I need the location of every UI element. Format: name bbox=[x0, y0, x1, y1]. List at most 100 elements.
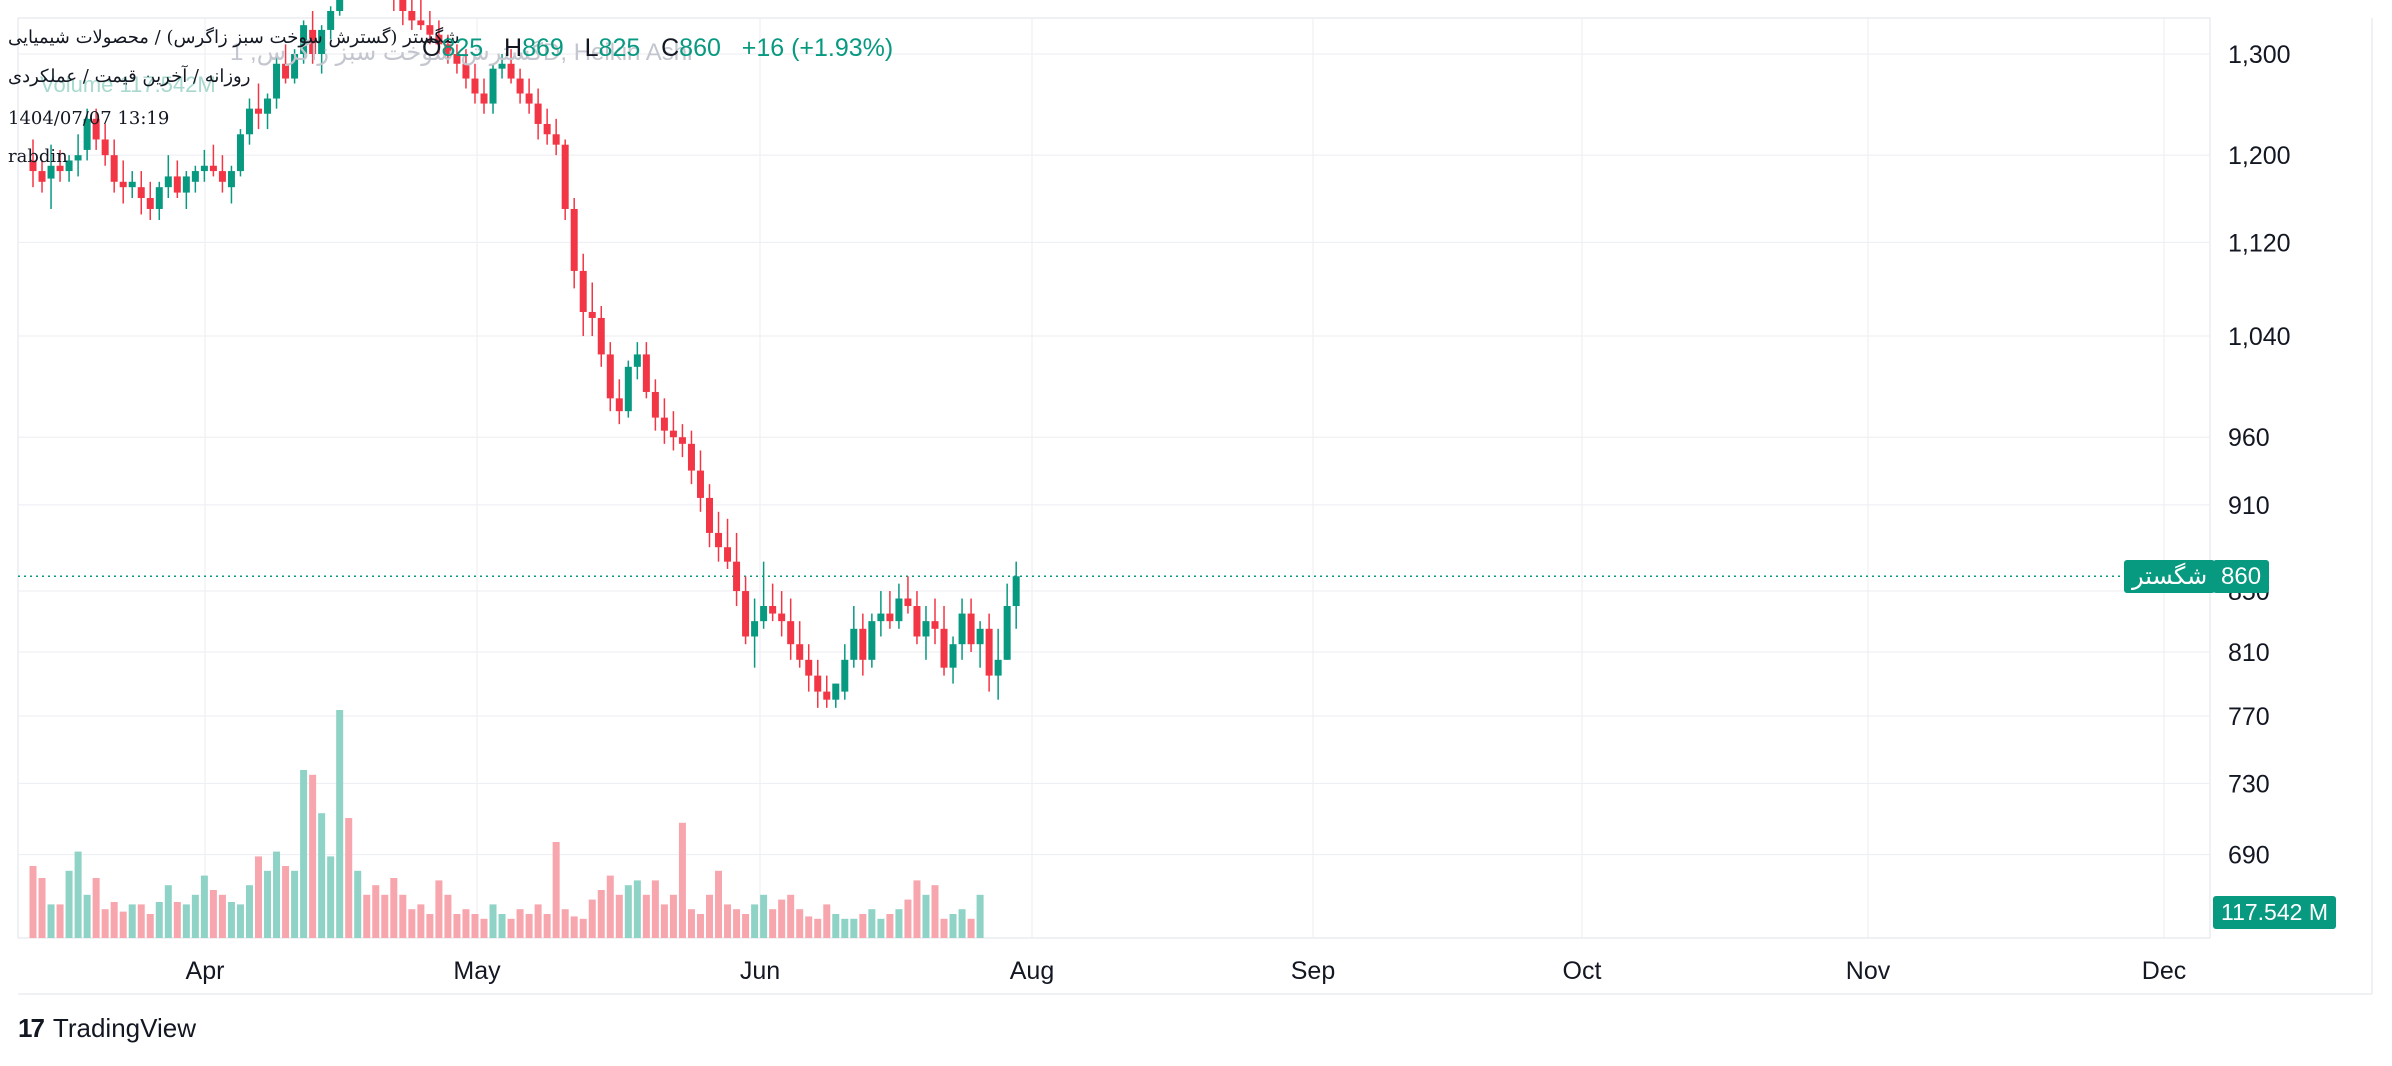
volume-bar bbox=[724, 904, 732, 938]
volume-bar bbox=[444, 894, 452, 938]
volume-bar bbox=[769, 909, 777, 938]
volume-bar bbox=[534, 904, 542, 938]
y-tick-label: 730 bbox=[2228, 770, 2270, 798]
x-tick-label: Dec bbox=[2142, 957, 2186, 985]
candle-body bbox=[146, 198, 154, 209]
candle-body bbox=[724, 547, 732, 562]
candle-body bbox=[561, 144, 569, 209]
candle-body bbox=[597, 317, 605, 355]
volume-bar bbox=[300, 770, 308, 938]
candle-body bbox=[155, 187, 163, 209]
volume-bar bbox=[83, 894, 91, 938]
volume-bar bbox=[805, 916, 813, 938]
volume-bar bbox=[796, 909, 804, 938]
candle-body bbox=[453, 54, 461, 64]
candle-body bbox=[642, 354, 650, 392]
volume-bar bbox=[164, 885, 172, 938]
candle-body bbox=[336, 0, 344, 11]
candle-body bbox=[832, 683, 840, 700]
tradingview-logo[interactable]: 17 TradingView bbox=[18, 1013, 196, 1044]
volume-bar bbox=[264, 870, 272, 938]
candle-body bbox=[606, 354, 614, 399]
candle-body bbox=[904, 598, 912, 607]
candle-body bbox=[236, 134, 244, 172]
volume-bar bbox=[868, 909, 876, 938]
candle-body bbox=[751, 621, 759, 637]
candle-body bbox=[65, 160, 73, 172]
candle-body bbox=[489, 68, 497, 104]
volume-bar bbox=[958, 909, 966, 938]
low-label: L bbox=[584, 34, 599, 62]
candle-body bbox=[805, 659, 813, 676]
last-volume-tag: 117.542 M bbox=[2213, 896, 2336, 929]
candle-body bbox=[47, 165, 55, 179]
volume-bar bbox=[940, 918, 948, 938]
candle-body bbox=[164, 176, 172, 188]
symbol-title: شگستر (گسترش سوخت سبز زاگرس) / محصولات ش… bbox=[8, 27, 460, 48]
volume-bar bbox=[742, 914, 750, 938]
candle-body bbox=[994, 659, 1002, 676]
candle-body bbox=[886, 613, 894, 622]
x-tick-label: May bbox=[453, 957, 501, 985]
volume-bar bbox=[480, 918, 488, 938]
low-value: 825 bbox=[598, 34, 641, 62]
high-value: 869 bbox=[522, 34, 564, 62]
volume-bar bbox=[282, 866, 290, 938]
y-tick-label: 810 bbox=[2228, 639, 2270, 667]
candle-body bbox=[300, 25, 308, 54]
x-tick-label: Apr bbox=[186, 957, 225, 985]
volume-bar bbox=[471, 914, 479, 938]
candle-body bbox=[742, 591, 750, 637]
volume-bar bbox=[435, 880, 443, 938]
candle-body bbox=[769, 606, 777, 614]
candle-body bbox=[958, 613, 966, 645]
volume-bar bbox=[426, 914, 434, 938]
candle-body bbox=[209, 165, 217, 172]
x-tick-label: Aug bbox=[1010, 957, 1054, 985]
volume-bar bbox=[155, 902, 163, 938]
volume-bar bbox=[949, 914, 957, 938]
volume-bar bbox=[778, 899, 786, 938]
volume-bar bbox=[651, 880, 659, 938]
volume-bar bbox=[128, 904, 136, 938]
candle-body bbox=[814, 675, 822, 692]
open-label: O bbox=[422, 34, 442, 62]
candle-body bbox=[778, 613, 786, 622]
candle-body bbox=[669, 430, 677, 438]
candle-body bbox=[543, 123, 551, 135]
candle-body bbox=[182, 176, 190, 193]
volume-bar bbox=[354, 870, 362, 938]
y-tick-label: 960 bbox=[2228, 424, 2270, 452]
volume-bar bbox=[345, 818, 353, 938]
volume-bar bbox=[624, 885, 632, 938]
volume-bar bbox=[760, 894, 768, 938]
candle-body bbox=[931, 621, 939, 629]
candle-body bbox=[1003, 606, 1011, 660]
volume-bar bbox=[733, 909, 741, 938]
candle-body bbox=[976, 628, 984, 645]
volume-bar bbox=[588, 899, 596, 938]
volume-bar bbox=[146, 914, 154, 938]
volume-bar bbox=[570, 916, 578, 938]
volume-bar bbox=[823, 904, 831, 938]
volume-bar bbox=[318, 813, 326, 938]
volume-bar bbox=[273, 851, 281, 938]
volume-bar bbox=[137, 904, 145, 938]
candle-body bbox=[624, 366, 632, 412]
close-value: 860 bbox=[679, 34, 721, 62]
volume-bar bbox=[29, 866, 37, 938]
candle-body bbox=[291, 54, 299, 79]
volume-bar bbox=[291, 870, 299, 938]
volume-bar bbox=[336, 710, 344, 938]
candle-body bbox=[480, 93, 488, 104]
change-value: +16 (+1.93%) bbox=[741, 34, 894, 62]
volume-bar bbox=[787, 894, 795, 938]
candle-body bbox=[588, 311, 596, 318]
volume-bar bbox=[65, 870, 73, 938]
last-price-tag: 860 bbox=[2213, 560, 2270, 593]
volume-bar bbox=[597, 890, 605, 938]
brand-name: TradingView bbox=[52, 1013, 196, 1043]
volume-bar bbox=[110, 902, 118, 938]
volume-bar bbox=[859, 914, 867, 938]
